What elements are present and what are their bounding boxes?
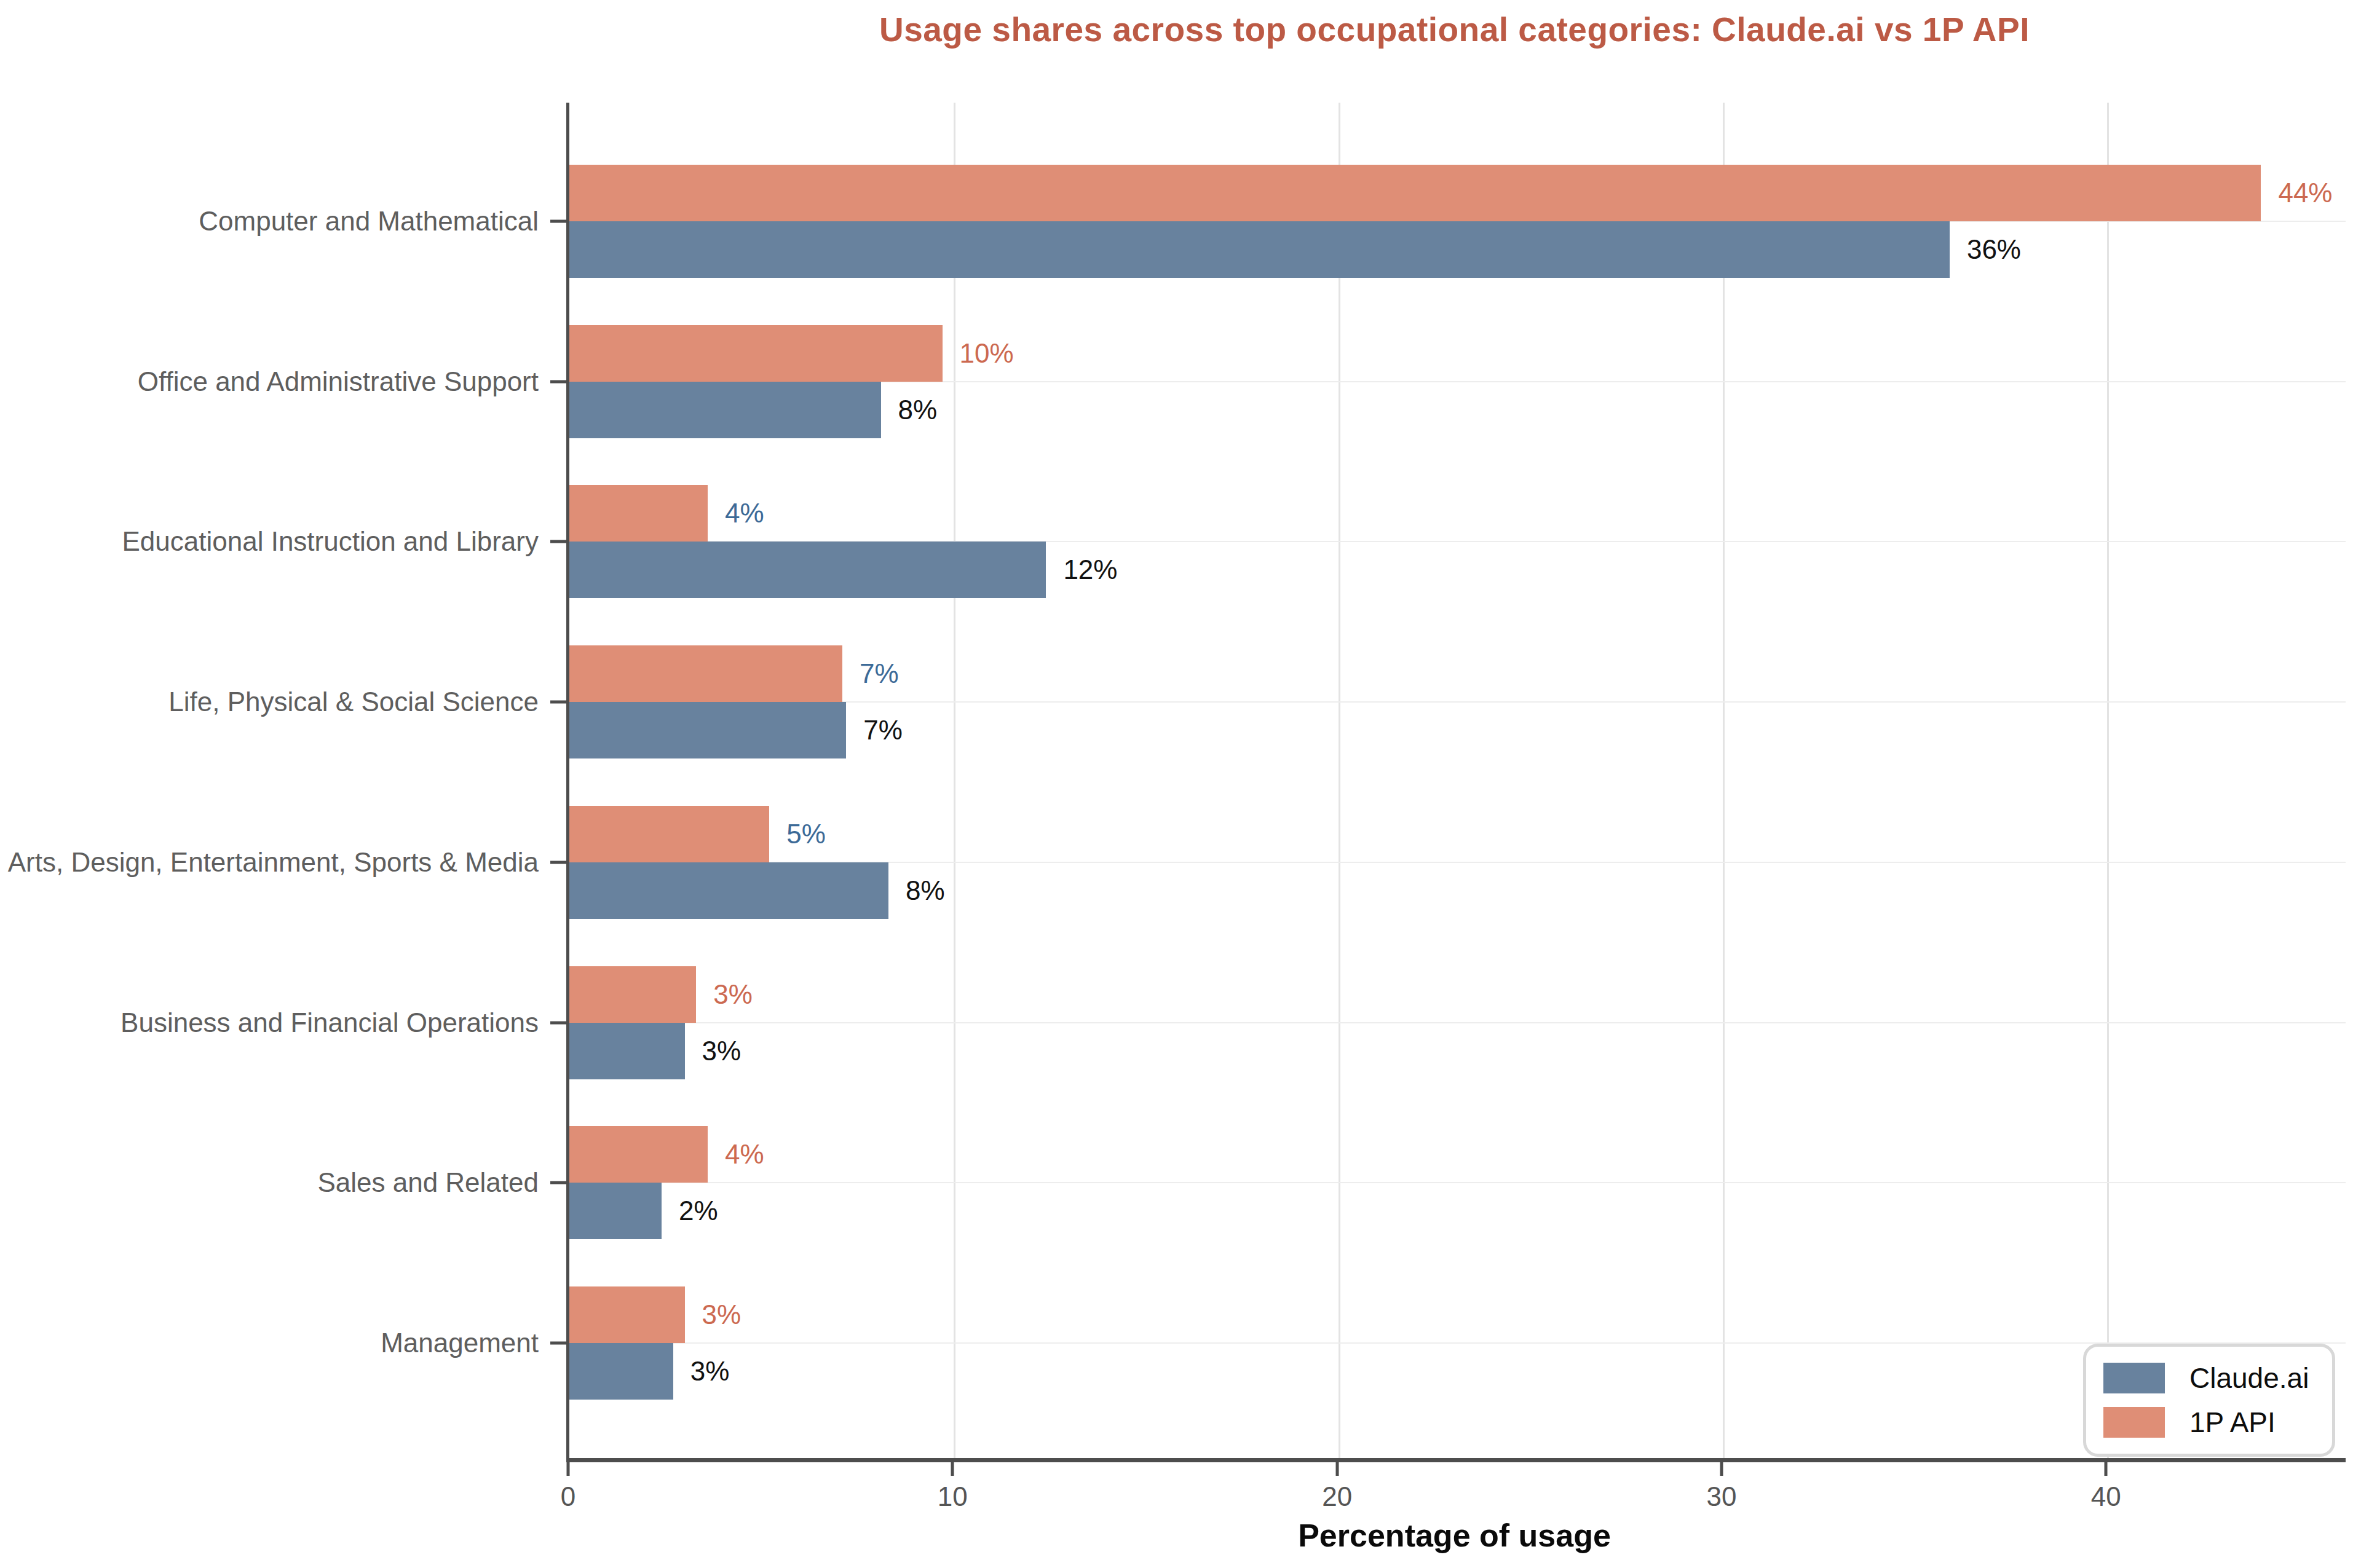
bar-claude [569, 1023, 685, 1079]
x-axis-title: Percentage of usage [566, 1517, 2343, 1554]
y-tick-mark [550, 1341, 566, 1344]
legend-label: Claude.ai [2189, 1361, 2309, 1395]
bar-claude [569, 862, 888, 919]
bar-1p-api [569, 1286, 685, 1343]
category-label: Educational Instruction and Library [0, 524, 539, 559]
x-gridline [2107, 103, 2109, 1458]
bar-1p-api [569, 165, 2261, 221]
y-tick-mark [550, 380, 566, 383]
legend-entry-claude: Claude.ai [2103, 1361, 2315, 1395]
bar-group: 10% 8% [569, 325, 2346, 438]
bar-value-label: 7% [860, 658, 899, 689]
bar-value-label: 3% [690, 1356, 730, 1387]
bar-value-label: 3% [702, 1036, 742, 1066]
category-label: Office and Administrative Support [0, 364, 539, 399]
bar-1p-api [569, 325, 943, 382]
legend-label: 1P API [2189, 1406, 2276, 1439]
chart-title: Usage shares across top occupational cat… [566, 10, 2343, 49]
bar-value-label: 10% [960, 338, 1014, 369]
bar-claude [569, 702, 846, 758]
y-tick-mark [550, 861, 566, 864]
legend: Claude.ai 1P API [2083, 1344, 2335, 1457]
bar-value-label: 4% [725, 498, 764, 529]
bar-claude [569, 221, 1950, 278]
bar-claude [569, 542, 1046, 598]
bar-value-label: 36% [1967, 234, 2021, 265]
x-tick-mark [1720, 1462, 1723, 1476]
bar-1p-api [569, 966, 696, 1023]
bar-value-label: 3% [702, 1299, 742, 1330]
category-label: Computer and Mathematical [0, 204, 539, 238]
figure: Usage shares across top occupational cat… [0, 0, 2361, 1568]
category-label: Management [0, 1326, 539, 1360]
x-tick-label: 30 [1706, 1481, 1736, 1512]
x-gridline [954, 103, 955, 1458]
y-tick-mark [550, 220, 566, 223]
bar-1p-api [569, 1126, 708, 1183]
bar-claude [569, 1183, 662, 1239]
bar-1p-api [569, 485, 708, 542]
bar-group: 4% 12% [569, 485, 2346, 598]
x-tick-label: 0 [561, 1481, 575, 1512]
y-tick-mark [550, 701, 566, 704]
legend-entry-1p-api: 1P API [2103, 1406, 2315, 1439]
x-tick-mark [2105, 1462, 2108, 1476]
category-label: Business and Financial Operations [0, 1005, 539, 1039]
category-label: Life, Physical & Social Science [0, 685, 539, 719]
api-swatch [2103, 1407, 2165, 1438]
bar-group: 3% 3% [569, 1286, 2346, 1400]
bar-value-label: 4% [725, 1139, 764, 1170]
plot-area: 44%36%10%8%4%12%7%7%5%8%3%3%4%2%3%3% [566, 103, 2346, 1462]
y-tick-mark [550, 1021, 566, 1024]
category-label: Arts, Design, Entertainment, Sports & Me… [0, 845, 539, 880]
bar-value-label: 44% [2278, 178, 2332, 208]
bar-claude [569, 1343, 673, 1400]
bar-value-label: 2% [679, 1196, 718, 1226]
bar-group: 3% 3% [569, 966, 2346, 1079]
bar-value-label: 8% [898, 395, 938, 425]
x-tick-mark [567, 1462, 570, 1476]
y-tick-mark [550, 540, 566, 543]
x-tick-mark [1335, 1462, 1339, 1476]
bar-group: 4%2% [569, 1126, 2346, 1239]
bar-1p-api [569, 645, 842, 702]
bar-group: 7% 7% [569, 645, 2346, 758]
bar-value-label: 8% [906, 875, 945, 906]
bar-value-label: 3% [713, 979, 753, 1010]
claude-swatch [2103, 1363, 2165, 1393]
bar-claude [569, 382, 881, 438]
category-label: Sales and Related [0, 1165, 539, 1200]
x-tick-label: 40 [2091, 1481, 2121, 1512]
x-tick-mark [951, 1462, 954, 1476]
bar-value-label: 12% [1063, 554, 1117, 585]
bar-1p-api [569, 806, 769, 862]
x-gridline [1339, 103, 1340, 1458]
bar-group: 5% 8% [569, 806, 2346, 919]
bar-value-label: 7% [863, 715, 903, 746]
x-tick-label: 10 [938, 1481, 968, 1512]
bar-group: 44% 36% [569, 165, 2346, 278]
y-tick-mark [550, 1181, 566, 1184]
x-gridline [1723, 103, 1725, 1458]
bar-value-label: 5% [786, 819, 826, 849]
x-tick-label: 20 [1322, 1481, 1352, 1512]
